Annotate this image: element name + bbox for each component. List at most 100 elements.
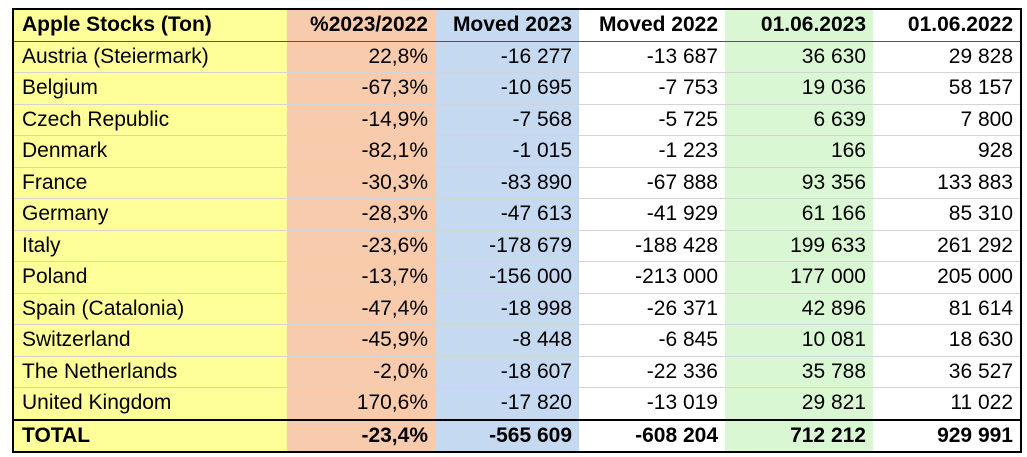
table-row: The Netherlands -2,0% -18 607 -22 336 35… [13, 356, 1021, 388]
cell-moved-2022: -26 371 [579, 293, 725, 325]
cell-stock-2022: 261 292 [873, 230, 1021, 262]
cell-percent-change: -23,6% [287, 230, 435, 262]
cell-stock-2023: 10 081 [725, 324, 873, 357]
cell-moved-2023: -8 448 [435, 324, 579, 357]
cell-percent-change: -14,9% [287, 104, 435, 136]
cell-country: United Kingdom [13, 387, 287, 420]
cell-moved-2023: -178 679 [435, 230, 579, 262]
cell-stock-2022: 29 828 [873, 41, 1021, 73]
cell-percent-change: -45,9% [287, 324, 435, 357]
table-row: France -30,3% -83 890 -67 888 93 356 133… [13, 167, 1021, 199]
total-label: TOTAL [13, 418, 287, 452]
cell-country: The Netherlands [13, 356, 287, 388]
table-row: Denmark -82,1% -1 015 -1 223 166 928 [13, 135, 1021, 168]
total-stock-2022: 929 991 [873, 418, 1021, 452]
cell-country: Switzerland [13, 324, 287, 357]
cell-percent-change: 170,6% [287, 387, 435, 420]
cell-moved-2023: -18 607 [435, 356, 579, 388]
total-percent-change: -23,4% [287, 418, 435, 452]
cell-country: Belgium [13, 72, 287, 105]
table-row: Poland -13,7% -156 000 -213 000 177 000 … [13, 261, 1021, 294]
cell-moved-2023: -18 998 [435, 293, 579, 325]
cell-country: France [13, 167, 287, 199]
table-body: Austria (Steiermark) 22,8% -16 277 -13 6… [13, 41, 1021, 452]
cell-country: Austria (Steiermark) [13, 41, 287, 73]
cell-moved-2023: -1 015 [435, 135, 579, 168]
table-row: Germany -28,3% -47 613 -41 929 61 166 85… [13, 198, 1021, 231]
cell-moved-2022: -7 753 [579, 72, 725, 105]
total-moved-2022: -608 204 [579, 418, 725, 452]
cell-stock-2023: 29 821 [725, 387, 873, 420]
cell-country: Spain (Catalonia) [13, 293, 287, 325]
cell-percent-change: -47,4% [287, 293, 435, 325]
cell-stock-2023: 42 896 [725, 293, 873, 325]
header-country: Apple Stocks (Ton) [13, 9, 287, 42]
cell-percent-change: -13,7% [287, 261, 435, 294]
cell-stock-2023: 36 630 [725, 41, 873, 73]
cell-moved-2023: -156 000 [435, 261, 579, 294]
total-row: TOTAL -23,4% -565 609 -608 204 712 212 9… [13, 418, 1021, 452]
cell-stock-2022: 58 157 [873, 72, 1021, 105]
cell-moved-2022: -5 725 [579, 104, 725, 136]
cell-percent-change: -2,0% [287, 356, 435, 388]
cell-moved-2023: -17 820 [435, 387, 579, 420]
cell-stock-2023: 61 166 [725, 198, 873, 231]
cell-moved-2022: -188 428 [579, 230, 725, 262]
cell-country: Germany [13, 198, 287, 231]
table-row: Czech Republic -14,9% -7 568 -5 725 6 63… [13, 104, 1021, 136]
cell-moved-2022: -6 845 [579, 324, 725, 357]
cell-moved-2023: -47 613 [435, 198, 579, 231]
cell-stock-2023: 166 [725, 135, 873, 168]
cell-moved-2023: -10 695 [435, 72, 579, 105]
table-row: Italy -23,6% -178 679 -188 428 199 633 2… [13, 230, 1021, 262]
total-moved-2023: -565 609 [435, 418, 579, 452]
cell-stock-2023: 19 036 [725, 72, 873, 105]
cell-moved-2022: -41 929 [579, 198, 725, 231]
cell-moved-2023: -7 568 [435, 104, 579, 136]
cell-country: Denmark [13, 135, 287, 168]
table-row: Belgium -67,3% -10 695 -7 753 19 036 58 … [13, 72, 1021, 105]
cell-country: Italy [13, 230, 287, 262]
cell-percent-change: -30,3% [287, 167, 435, 199]
cell-stock-2023: 199 633 [725, 230, 873, 262]
cell-percent-change: -28,3% [287, 198, 435, 231]
header-stock-2022: 01.06.2022 [873, 9, 1021, 42]
cell-stock-2022: 36 527 [873, 356, 1021, 388]
table-row: Switzerland -45,9% -8 448 -6 845 10 081 … [13, 324, 1021, 357]
cell-moved-2023: -16 277 [435, 41, 579, 73]
cell-moved-2022: -22 336 [579, 356, 725, 388]
table-row: Spain (Catalonia) -47,4% -18 998 -26 371… [13, 293, 1021, 325]
cell-moved-2022: -1 223 [579, 135, 725, 168]
cell-stock-2022: 133 883 [873, 167, 1021, 199]
cell-stock-2022: 81 614 [873, 293, 1021, 325]
cell-percent-change: -67,3% [287, 72, 435, 105]
header-stock-2023: 01.06.2023 [725, 9, 873, 42]
apple-stocks-table-container: Apple Stocks (Ton) %2023/2022 Moved 2023… [12, 8, 1022, 453]
table-row: United Kingdom 170,6% -17 820 -13 019 29… [13, 387, 1021, 420]
cell-moved-2023: -83 890 [435, 167, 579, 199]
header-moved-2023: Moved 2023 [435, 9, 579, 42]
table-row: Austria (Steiermark) 22,8% -16 277 -13 6… [13, 41, 1021, 73]
cell-stock-2023: 6 639 [725, 104, 873, 136]
cell-stock-2022: 11 022 [873, 387, 1021, 420]
cell-moved-2022: -13 687 [579, 41, 725, 73]
cell-stock-2022: 85 310 [873, 198, 1021, 231]
total-stock-2023: 712 212 [725, 418, 873, 452]
cell-stock-2023: 177 000 [725, 261, 873, 294]
header-percent-change: %2023/2022 [287, 9, 435, 42]
cell-country: Czech Republic [13, 104, 287, 136]
cell-percent-change: 22,8% [287, 41, 435, 73]
cell-stock-2022: 928 [873, 135, 1021, 168]
cell-moved-2022: -13 019 [579, 387, 725, 420]
cell-stock-2023: 93 356 [725, 167, 873, 199]
header-row: Apple Stocks (Ton) %2023/2022 Moved 2023… [13, 9, 1021, 42]
cell-stock-2022: 205 000 [873, 261, 1021, 294]
cell-moved-2022: -213 000 [579, 261, 725, 294]
cell-country: Poland [13, 261, 287, 294]
header-moved-2022: Moved 2022 [579, 9, 725, 42]
apple-stocks-table: Apple Stocks (Ton) %2023/2022 Moved 2023… [12, 8, 1022, 453]
cell-percent-change: -82,1% [287, 135, 435, 168]
cell-stock-2022: 18 630 [873, 324, 1021, 357]
cell-stock-2022: 7 800 [873, 104, 1021, 136]
cell-stock-2023: 35 788 [725, 356, 873, 388]
